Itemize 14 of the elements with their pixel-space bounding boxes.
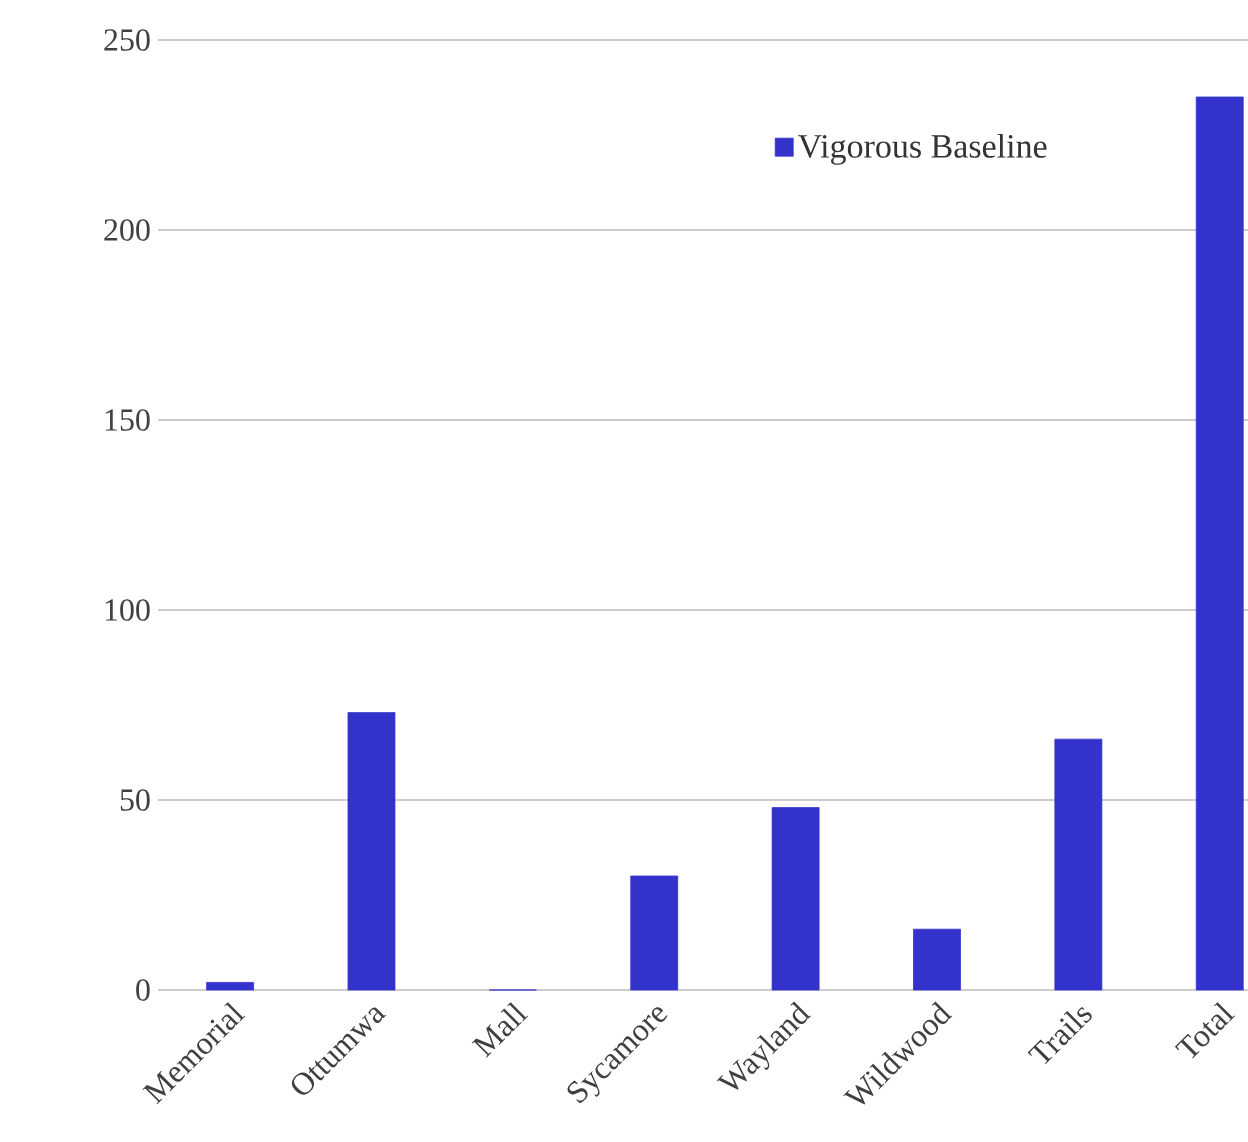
y-tick-label: 50 xyxy=(120,789,150,811)
bar xyxy=(913,928,961,991)
y-tick-label: 200 xyxy=(104,219,150,241)
bar xyxy=(630,875,679,991)
bar xyxy=(1054,738,1103,991)
legend-label: Vigorous Baseline xyxy=(797,133,1047,165)
bar xyxy=(1195,96,1244,991)
bar xyxy=(771,807,820,991)
bar xyxy=(347,712,396,991)
y-tick-label: 150 xyxy=(105,409,150,431)
y-tick-label: 250 xyxy=(104,29,150,51)
y-tick-label: 100 xyxy=(105,599,150,621)
bar xyxy=(206,982,254,991)
y-tick-label: 0 xyxy=(136,979,150,1001)
